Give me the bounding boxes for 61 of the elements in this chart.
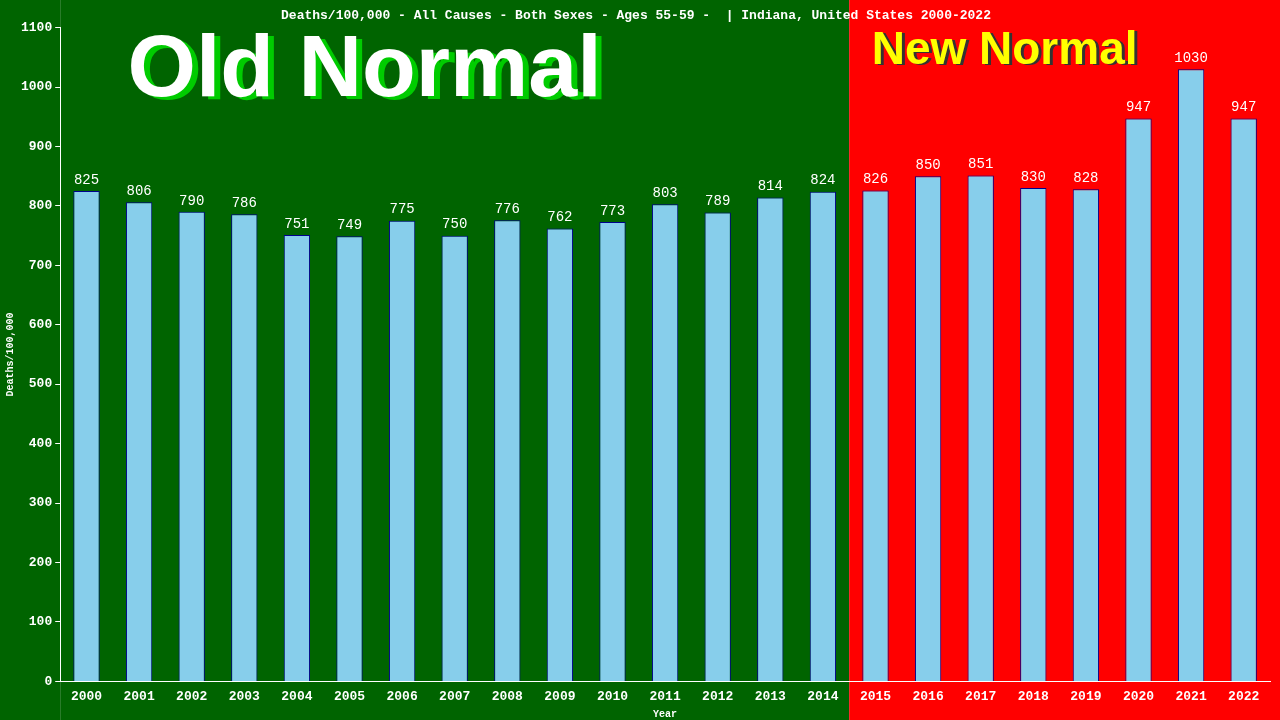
- y-tick-label: 1100: [20, 19, 53, 35]
- x-tick-label: 2011: [649, 689, 681, 705]
- data-label: 786: [231, 194, 257, 211]
- x-tick-label: 2014: [807, 689, 839, 705]
- y-axis-title: Deaths/100,000: [4, 312, 16, 397]
- x-tick-label: 2013: [754, 689, 787, 705]
- y-tick-label: 300: [28, 495, 53, 511]
- data-label: 776: [494, 200, 520, 217]
- data-label: 824: [810, 172, 836, 189]
- x-tick-label: 2004: [281, 689, 313, 705]
- x-tick-label: 2012: [702, 689, 734, 705]
- x-tick-label: 2000: [70, 689, 103, 705]
- x-tick-label: 2015: [859, 689, 892, 705]
- y-tick-label: 600: [28, 317, 53, 333]
- band-label: New Normal: [871, 21, 1138, 74]
- data-label: 751: [284, 215, 310, 232]
- data-label: 789: [705, 193, 731, 210]
- y-tick-label: 700: [28, 257, 53, 273]
- y-tick-label: 100: [28, 614, 53, 630]
- x-tick-label: 2016: [912, 689, 944, 705]
- x-tick-label: 2022: [1228, 689, 1260, 705]
- x-tick-label: 2008: [491, 689, 524, 705]
- x-tick-label: 2017: [965, 689, 997, 705]
- x-tick-label: 2021: [1175, 689, 1207, 705]
- x-tick-label: 2009: [544, 689, 576, 705]
- x-tick-label: 2002: [176, 689, 208, 705]
- x-tick-label: 2005: [333, 689, 366, 705]
- data-label: 790: [179, 192, 205, 209]
- data-label: 851: [968, 156, 994, 173]
- data-label: 762: [547, 209, 573, 226]
- y-tick-label: 0: [44, 673, 53, 689]
- data-label: 775: [389, 201, 415, 218]
- x-tick-label: 2020: [1122, 689, 1155, 705]
- x-axis-title: Year: [653, 708, 678, 720]
- x-tick-label: 2019: [1070, 689, 1102, 705]
- data-label: 947: [1125, 99, 1152, 116]
- x-tick-label: 2006: [386, 689, 418, 705]
- x-tick-label: 2007: [439, 689, 471, 705]
- data-label: 803: [652, 184, 678, 201]
- data-label: 850: [915, 156, 941, 173]
- y-tick-label: 200: [28, 554, 53, 570]
- x-tick-label: 2001: [123, 689, 155, 705]
- data-label: 828: [1073, 169, 1099, 186]
- y-tick-label: 800: [28, 198, 53, 214]
- data-label: 814: [757, 178, 783, 195]
- data-label: 749: [336, 216, 363, 233]
- x-tick-label: 2003: [228, 689, 261, 705]
- y-tick-label: 400: [28, 435, 53, 451]
- y-tick-label: 1000: [20, 79, 53, 95]
- y-tick-label: 900: [28, 138, 53, 154]
- x-tick-label: 2018: [1017, 689, 1050, 705]
- data-label: 830: [1020, 168, 1046, 185]
- data-label: 825: [73, 171, 100, 188]
- data-label: 773: [599, 202, 626, 219]
- data-label: 826: [862, 171, 889, 188]
- x-tick-label: 2010: [596, 689, 629, 705]
- data-label: 947: [1231, 99, 1257, 116]
- data-label: 1030: [1174, 49, 1208, 66]
- data-label: 750: [442, 216, 468, 233]
- data-label: 806: [126, 183, 152, 200]
- y-tick-label: 500: [28, 376, 53, 392]
